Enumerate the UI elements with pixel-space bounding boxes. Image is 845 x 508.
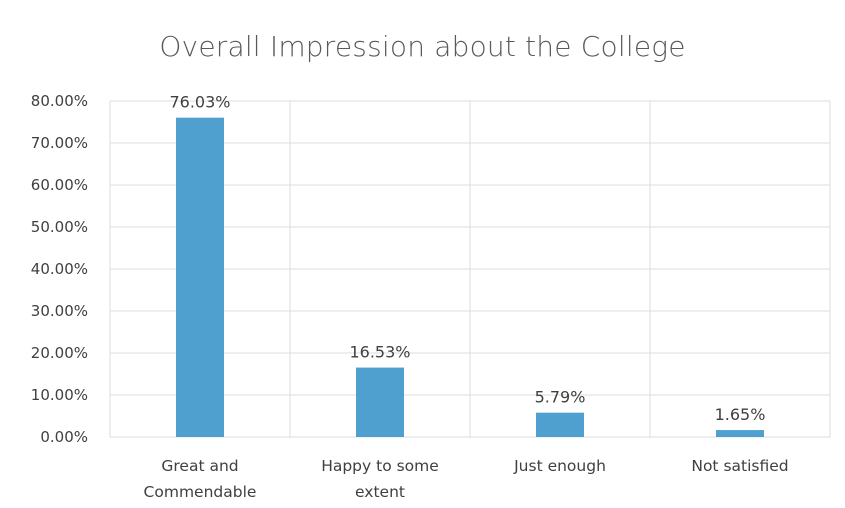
y-tick-label: 10.00% xyxy=(31,386,88,404)
x-category-label: Just enough xyxy=(513,457,606,475)
x-category-label: Not satisfied xyxy=(691,457,788,475)
y-tick-label: 0.00% xyxy=(40,428,88,446)
x-category-label: extent xyxy=(355,483,405,501)
x-category-label: Great and xyxy=(161,457,238,475)
y-tick-label: 80.00% xyxy=(31,92,88,110)
bar xyxy=(716,430,764,437)
y-tick-label: 50.00% xyxy=(31,218,88,236)
x-category-label: Happy to some xyxy=(321,457,439,475)
data-label: 16.53% xyxy=(349,343,410,362)
bar xyxy=(176,117,224,437)
data-label: 1.65% xyxy=(715,405,766,424)
y-tick-label: 30.00% xyxy=(31,302,88,320)
chart-title: Overall Impression about the College xyxy=(159,30,686,63)
data-label: 5.79% xyxy=(535,388,586,407)
y-tick-label: 20.00% xyxy=(31,344,88,362)
y-tick-label: 40.00% xyxy=(31,260,88,278)
y-tick-label: 60.00% xyxy=(31,176,88,194)
data-label: 76.03% xyxy=(169,93,230,112)
bar xyxy=(356,367,404,437)
x-category-label: Commendable xyxy=(144,483,257,501)
bar xyxy=(536,412,584,437)
y-tick-label: 70.00% xyxy=(31,134,88,152)
